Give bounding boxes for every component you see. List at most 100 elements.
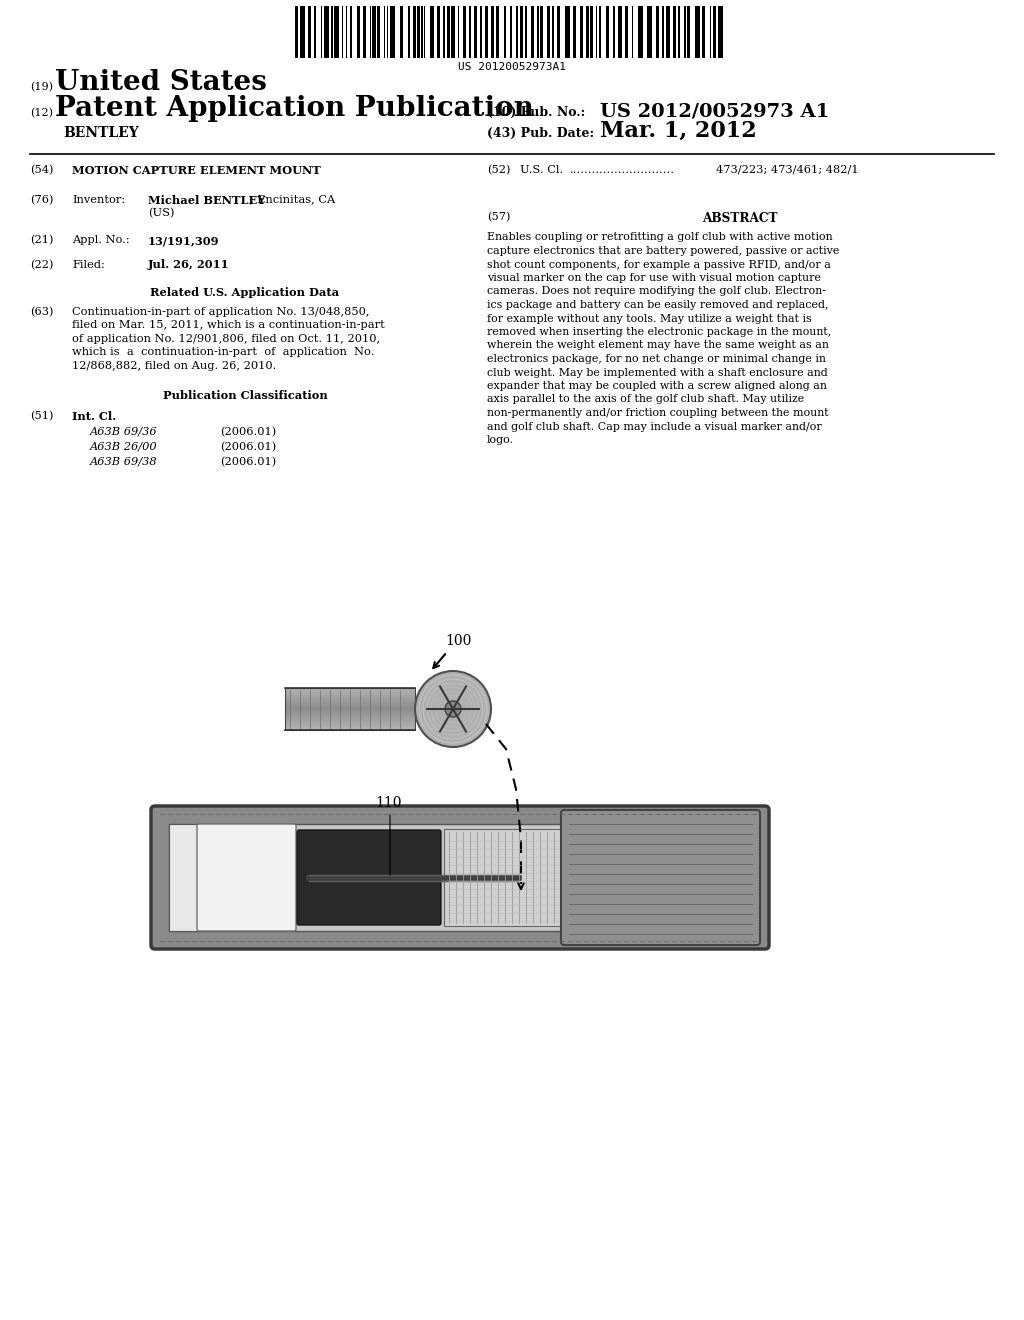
Text: ics package and battery can be easily removed and replaced,: ics package and battery can be easily re… bbox=[487, 300, 828, 310]
Bar bbox=[451, 7, 455, 58]
Text: Enables coupling or retrofitting a golf club with active motion: Enables coupling or retrofitting a golf … bbox=[487, 232, 833, 243]
Text: Patent Application Publication: Patent Application Publication bbox=[55, 95, 534, 121]
Text: Continuation-in-part of application No. 13/048,850,: Continuation-in-part of application No. … bbox=[72, 306, 370, 317]
Text: (57): (57) bbox=[487, 213, 511, 223]
Bar bbox=[625, 7, 628, 58]
Text: (10) Pub. No.:: (10) Pub. No.: bbox=[487, 106, 586, 119]
Bar bbox=[638, 7, 643, 58]
Text: Inventor:: Inventor: bbox=[72, 195, 125, 205]
Text: 100: 100 bbox=[445, 634, 471, 648]
Text: A63B 69/36: A63B 69/36 bbox=[90, 426, 158, 437]
Text: Filed:: Filed: bbox=[72, 260, 104, 269]
Bar bbox=[504, 7, 506, 58]
Bar bbox=[372, 7, 376, 58]
Bar bbox=[447, 7, 450, 58]
Text: 12/868,882, filed on Aug. 26, 2010.: 12/868,882, filed on Aug. 26, 2010. bbox=[72, 360, 276, 371]
Text: 13/191,309: 13/191,309 bbox=[148, 235, 219, 247]
Text: Publication Classification: Publication Classification bbox=[163, 391, 328, 401]
Text: 110: 110 bbox=[375, 796, 401, 810]
Bar bbox=[169, 824, 751, 931]
Text: electronics package, for no net change or minimal change in: electronics package, for no net change o… bbox=[487, 354, 826, 364]
Bar bbox=[400, 7, 403, 58]
Text: removed when inserting the electronic package in the mount,: removed when inserting the electronic pa… bbox=[487, 327, 831, 337]
Bar bbox=[606, 7, 609, 58]
Bar bbox=[531, 7, 534, 58]
Circle shape bbox=[445, 701, 461, 717]
Bar bbox=[662, 7, 664, 58]
Text: (2006.01): (2006.01) bbox=[220, 426, 276, 437]
Text: (43) Pub. Date:: (43) Pub. Date: bbox=[487, 127, 594, 140]
Bar bbox=[695, 7, 700, 58]
Text: (52): (52) bbox=[487, 165, 511, 176]
Text: (54): (54) bbox=[30, 165, 53, 176]
FancyBboxPatch shape bbox=[561, 810, 760, 945]
Text: expander that may be coupled with a screw aligned along an: expander that may be coupled with a scre… bbox=[487, 381, 826, 391]
Text: (12): (12) bbox=[30, 108, 53, 117]
Bar bbox=[516, 7, 518, 58]
Bar bbox=[540, 7, 543, 58]
Text: (76): (76) bbox=[30, 195, 53, 205]
Bar bbox=[656, 7, 659, 58]
Text: non-permanently and/or friction coupling between the mount: non-permanently and/or friction coupling… bbox=[487, 408, 828, 418]
Bar bbox=[390, 7, 395, 58]
Text: A63B 26/00: A63B 26/00 bbox=[90, 442, 158, 451]
Text: club weight. May be implemented with a shaft enclosure and: club weight. May be implemented with a s… bbox=[487, 367, 827, 378]
Bar bbox=[678, 7, 680, 58]
Bar bbox=[485, 7, 488, 58]
Text: logo.: logo. bbox=[487, 436, 514, 445]
Bar bbox=[599, 7, 601, 58]
Text: A63B 69/38: A63B 69/38 bbox=[90, 457, 158, 466]
Text: Jul. 26, 2011: Jul. 26, 2011 bbox=[148, 260, 229, 271]
Bar bbox=[647, 7, 652, 58]
FancyBboxPatch shape bbox=[197, 824, 296, 931]
Text: US 20120052973A1: US 20120052973A1 bbox=[458, 62, 566, 73]
Bar bbox=[673, 7, 676, 58]
FancyBboxPatch shape bbox=[297, 830, 441, 925]
Text: filed on Mar. 15, 2011, which is a continuation-in-part: filed on Mar. 15, 2011, which is a conti… bbox=[72, 321, 385, 330]
Text: cameras. Does not require modifying the golf club. Electron-: cameras. Does not require modifying the … bbox=[487, 286, 826, 297]
Bar bbox=[687, 7, 690, 58]
Bar bbox=[552, 7, 554, 58]
Bar bbox=[613, 7, 615, 58]
Bar bbox=[362, 7, 366, 58]
Bar bbox=[537, 7, 539, 58]
Bar bbox=[295, 7, 298, 58]
Text: U.S. Cl.: U.S. Cl. bbox=[520, 165, 563, 176]
Text: (63): (63) bbox=[30, 306, 53, 317]
Text: (2006.01): (2006.01) bbox=[220, 457, 276, 467]
Text: Related U.S. Application Data: Related U.S. Application Data bbox=[151, 286, 340, 297]
Bar bbox=[308, 7, 311, 58]
Text: (51): (51) bbox=[30, 411, 53, 421]
Text: US 2012/0052973 A1: US 2012/0052973 A1 bbox=[600, 102, 829, 120]
Bar bbox=[520, 7, 523, 58]
Bar bbox=[324, 7, 329, 58]
Text: United States: United States bbox=[55, 69, 267, 96]
Bar bbox=[350, 7, 352, 58]
Bar bbox=[580, 7, 583, 58]
Bar bbox=[357, 7, 360, 58]
Text: which is  a  continuation-in-part  of  application  No.: which is a continuation-in-part of appli… bbox=[72, 347, 375, 358]
Bar bbox=[443, 7, 445, 58]
Text: wherein the weight element may have the same weight as an: wherein the weight element may have the … bbox=[487, 341, 828, 351]
Bar bbox=[408, 7, 410, 58]
Bar bbox=[590, 7, 593, 58]
Bar bbox=[525, 7, 527, 58]
Bar bbox=[557, 7, 560, 58]
Text: for example without any tools. May utilize a weight that is: for example without any tools. May utili… bbox=[487, 314, 812, 323]
Text: BENTLEY: BENTLEY bbox=[63, 125, 138, 140]
Bar bbox=[684, 7, 686, 58]
Text: ABSTRACT: ABSTRACT bbox=[702, 213, 778, 226]
Bar bbox=[490, 7, 494, 58]
Text: axis parallel to the axis of the golf club shaft. May utilize: axis parallel to the axis of the golf cl… bbox=[487, 395, 804, 404]
Text: and golf club shaft. Cap may include a visual marker and/or: and golf club shaft. Cap may include a v… bbox=[487, 421, 821, 432]
Bar bbox=[417, 7, 420, 58]
Text: (22): (22) bbox=[30, 260, 53, 269]
Bar bbox=[430, 7, 434, 58]
Bar bbox=[300, 7, 305, 58]
Text: (19): (19) bbox=[30, 82, 53, 92]
Bar bbox=[334, 7, 339, 58]
Text: of application No. 12/901,806, filed on Oct. 11, 2010,: of application No. 12/901,806, filed on … bbox=[72, 334, 380, 343]
Text: (2006.01): (2006.01) bbox=[220, 442, 276, 451]
Text: visual marker on the cap for use with visual motion capture: visual marker on the cap for use with vi… bbox=[487, 273, 821, 282]
Bar bbox=[469, 7, 471, 58]
